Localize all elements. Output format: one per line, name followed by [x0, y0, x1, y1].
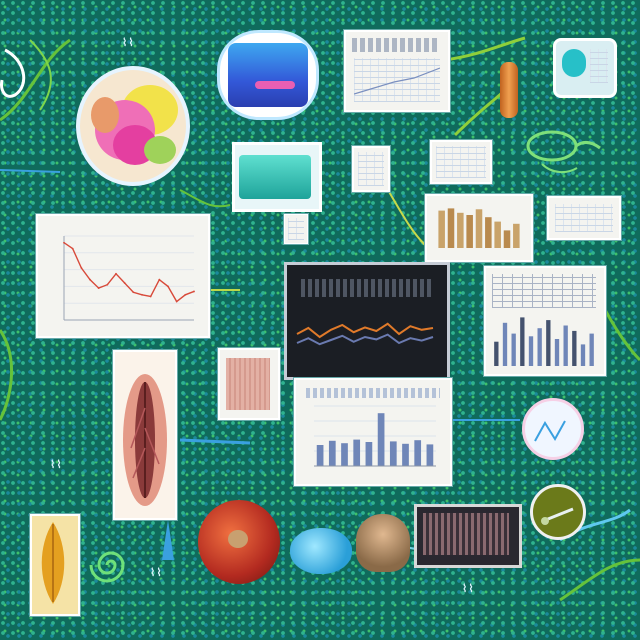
bar: [503, 230, 511, 248]
bar: [466, 215, 473, 248]
bar: [414, 440, 422, 466]
bar: [457, 212, 464, 248]
bar: [365, 442, 373, 466]
bar: [528, 336, 534, 366]
data-point: [63, 241, 65, 244]
right-table-sheet: [484, 266, 606, 376]
line-plot-chart: [63, 235, 195, 321]
spiral-icon: [89, 551, 125, 583]
series-line: [296, 322, 434, 339]
dark-stripe-panel: [414, 504, 522, 568]
feather-sample-sheet: [30, 514, 80, 616]
data-point: [115, 272, 117, 275]
bar: [520, 317, 525, 366]
bar: [426, 444, 434, 466]
sign-glyphs-left: ⌇⌇: [50, 458, 63, 471]
pipette-icon: [530, 484, 586, 540]
data-point: [89, 278, 91, 281]
bar: [402, 443, 409, 466]
bar: [447, 208, 455, 248]
center-bar-chart-sheet: [294, 378, 452, 486]
small-note-card: [284, 214, 308, 244]
bar: [485, 217, 492, 248]
sign-glyphs-bottom: ⌇⌇: [150, 566, 163, 579]
series-line: [63, 242, 195, 303]
blue-blob-image: [290, 528, 352, 574]
sign-glyphs-bottom-right: ⌇⌇: [462, 582, 475, 595]
bar: [353, 439, 361, 466]
data-point: [184, 293, 187, 296]
goggles-icon: [526, 130, 601, 174]
top-center-mini-line: [354, 67, 440, 95]
bar: [316, 445, 324, 466]
data-point: [106, 283, 109, 286]
teal-tank-image: [232, 142, 322, 212]
mushroom-image: [356, 514, 410, 572]
lab-device-image: [553, 38, 617, 98]
lens-image: [522, 398, 584, 460]
data-point: [175, 300, 178, 303]
petri-dish-image: [76, 66, 190, 186]
data-point: [141, 293, 143, 296]
tan-bar-chart-sheet: [425, 194, 533, 262]
bar: [328, 440, 336, 466]
bar: [377, 413, 385, 466]
right-small-sheet: [547, 196, 621, 240]
data-point: [158, 278, 161, 281]
bar: [341, 443, 348, 466]
data-point: [71, 247, 74, 250]
orange-test-tube-icon: [500, 62, 518, 118]
data-point: [97, 287, 100, 289]
right-bar-chart: [494, 317, 594, 366]
blue-dish-image: [217, 30, 319, 120]
bar: [572, 330, 577, 366]
small-sheet-b: [430, 140, 492, 184]
sign-glyphs-top: ⌇⌇: [122, 36, 135, 49]
tissue-sample-sheet: [113, 350, 177, 520]
bar: [511, 333, 516, 366]
bar: [494, 341, 499, 366]
data-point: [80, 267, 83, 269]
line-plot-sheet: [36, 214, 210, 338]
red-sphere-image: [198, 500, 280, 584]
monitor-line-chart: [296, 322, 434, 346]
center-bar-chart: [314, 405, 436, 467]
bar: [438, 210, 445, 248]
tan-bar-chart: [438, 208, 520, 248]
small-sheet-a: [352, 146, 390, 192]
bar: [537, 328, 542, 366]
series-line: [296, 333, 434, 346]
bar: [494, 221, 501, 248]
bar: [580, 344, 586, 366]
data-point: [167, 285, 169, 288]
skin-sample-sheet: [218, 348, 280, 420]
bar: [475, 209, 483, 248]
top-center-report-sheet: [344, 30, 450, 112]
data-point: [193, 290, 195, 293]
pipette-cone-icon: [162, 520, 174, 560]
bar: [554, 339, 560, 366]
bar: [389, 441, 397, 466]
data-point: [123, 282, 126, 284]
monitor-screen: [284, 262, 450, 380]
data-point: [132, 291, 135, 294]
data-point: [149, 295, 152, 298]
bar: [563, 325, 568, 366]
bar: [502, 322, 508, 366]
bar: [546, 320, 551, 366]
bar: [513, 223, 520, 248]
tissue-sample-image: [123, 374, 167, 506]
earbud-icon: [0, 48, 26, 98]
bar: [589, 333, 594, 366]
